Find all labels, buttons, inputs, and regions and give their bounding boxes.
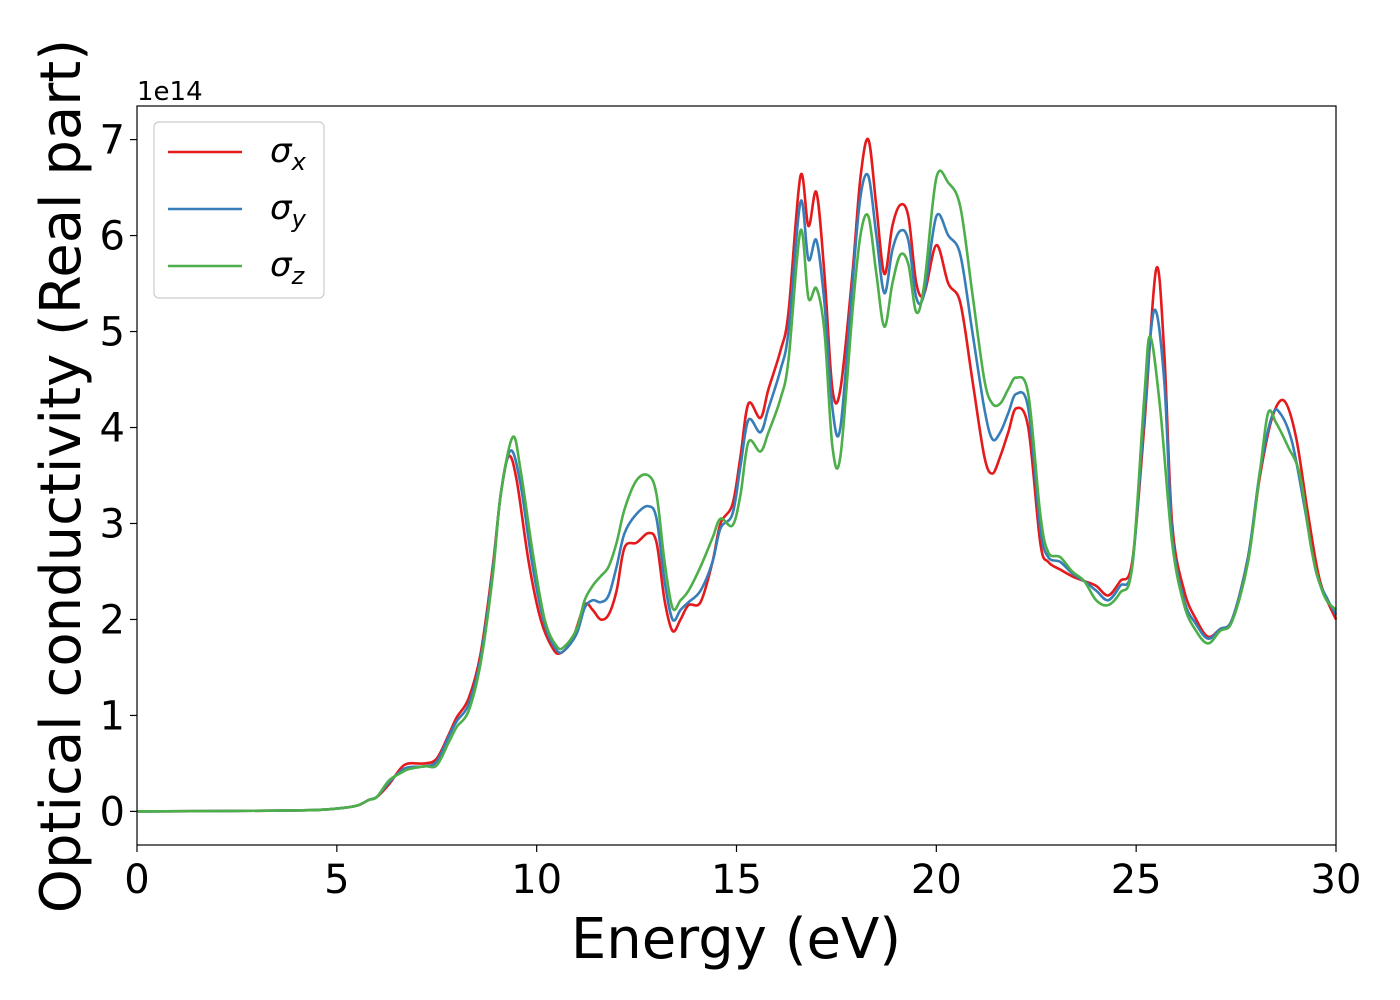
x-tick-label: 5 — [324, 857, 349, 903]
x-tick-label: 20 — [911, 857, 962, 903]
x-tick-label: 25 — [1111, 857, 1162, 903]
y-tick-label: 5 — [100, 310, 125, 356]
x-tick-label: 15 — [711, 857, 762, 903]
x-tick-label: 0 — [124, 857, 149, 903]
legend-label-z: σz — [270, 245, 306, 290]
y-tick-label: 6 — [100, 214, 125, 260]
x-tick-label: 30 — [1311, 857, 1362, 903]
y-offset-label: 1e14 — [137, 77, 203, 107]
x-axis-title: Energy (eV) — [571, 907, 901, 972]
y-tick-label: 4 — [100, 406, 125, 452]
y-tick-label: 2 — [100, 597, 125, 643]
y-tick-label: 3 — [100, 501, 125, 547]
y-tick-label: 7 — [100, 118, 125, 164]
y-tick-label: 0 — [100, 789, 125, 835]
series-group — [136, 137, 1338, 813]
y-tick-label: 1 — [100, 693, 125, 739]
legend-label-y: σy — [270, 188, 307, 233]
y-axis-ticks: 0 1 2 3 4 5 6 7 — [100, 118, 137, 835]
x-axis-ticks: 0 5 10 15 20 25 30 — [124, 845, 1361, 903]
series-line-z — [136, 169, 1337, 813]
legend-label-x: σx — [270, 131, 307, 176]
x-tick-label: 10 — [511, 857, 562, 903]
y-axis-title: Optical conductivity (Real part) — [29, 39, 94, 913]
legend: σx σy σz — [153, 121, 325, 299]
